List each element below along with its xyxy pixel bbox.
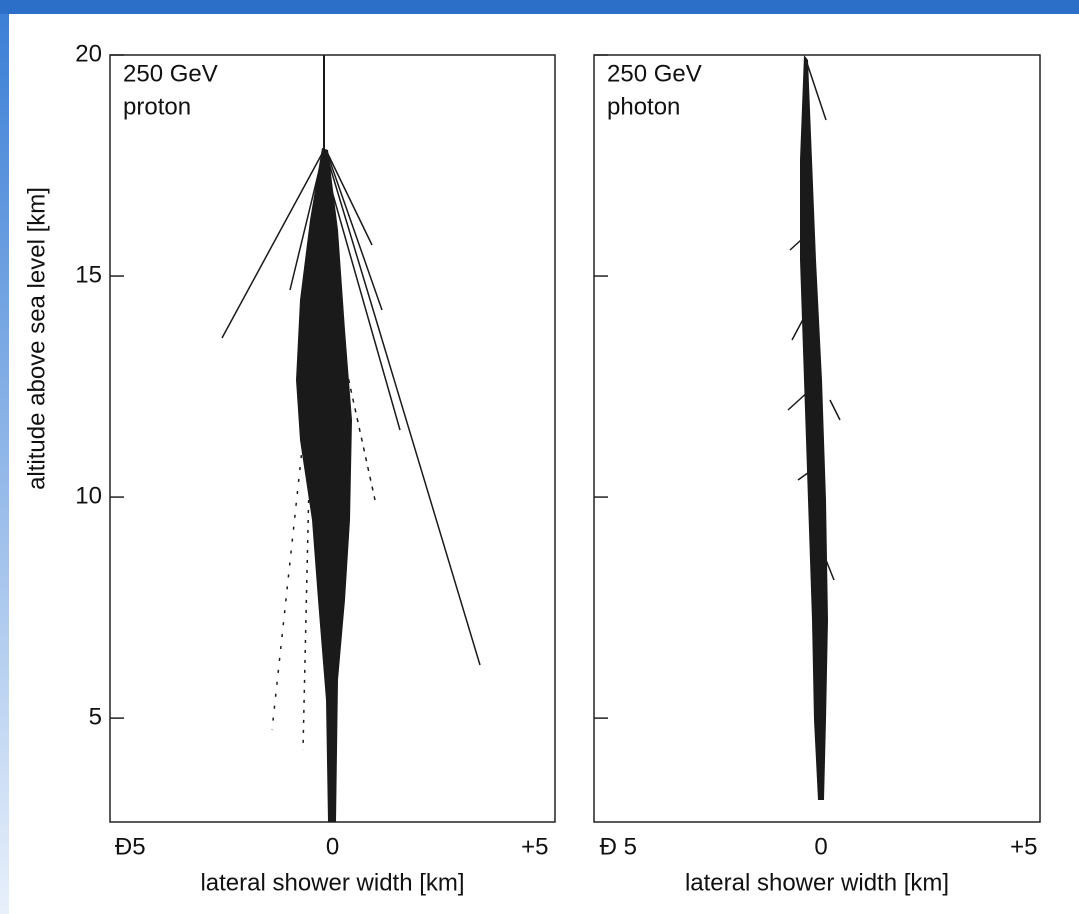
- y-tick-label: 10: [75, 482, 102, 509]
- side-bar: [0, 14, 9, 914]
- annotation: 250 GeV: [607, 60, 702, 87]
- x-axis-label: lateral shower width [km]: [685, 869, 949, 896]
- x-tick-label: Ð 5: [600, 833, 637, 860]
- x-tick-label: Ð5: [115, 833, 146, 860]
- plot-frame: [593, 54, 1041, 823]
- x-tick-label: +5: [1010, 833, 1037, 860]
- annotation: 250 GeV: [123, 60, 218, 87]
- x-tick-label: +5: [521, 833, 548, 860]
- y-tick-label: 15: [75, 261, 102, 288]
- proton-shower: [221, 55, 481, 822]
- y-tick-label: 5: [89, 703, 102, 730]
- y-axis-label: altitude above sea level [km]: [23, 187, 50, 490]
- x-axis-label: lateral shower width [km]: [200, 869, 464, 896]
- x-tick-label: 0: [814, 833, 827, 860]
- plot-frame: [109, 54, 556, 823]
- x-tick-label: 0: [326, 833, 339, 860]
- annotation: photon: [607, 93, 680, 120]
- y-tick-label: 20: [75, 40, 102, 67]
- top-bar: [0, 0, 1079, 14]
- photon-shower: [787, 55, 841, 800]
- annotation: proton: [123, 93, 191, 120]
